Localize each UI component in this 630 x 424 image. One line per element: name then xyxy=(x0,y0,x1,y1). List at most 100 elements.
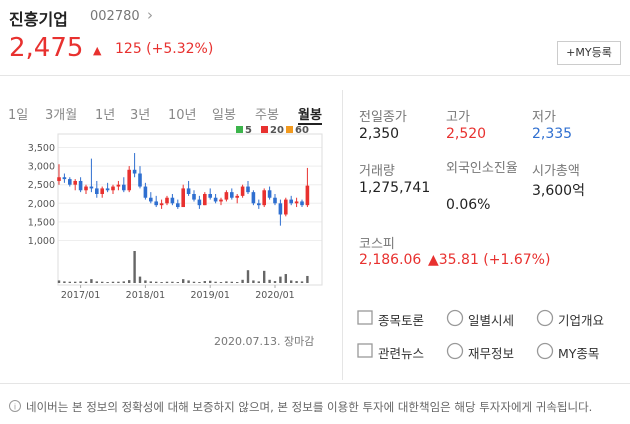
link[interactable]: 기업개요 xyxy=(558,313,605,328)
candle-body xyxy=(197,199,202,206)
candle-body xyxy=(57,177,61,181)
candle-body xyxy=(246,186,250,193)
tab[interactable]: 월봉 xyxy=(298,104,322,125)
candle-body xyxy=(186,188,191,194)
x-tick-label: 2017/01 xyxy=(61,290,100,301)
volume-bar xyxy=(84,281,88,283)
volume-bar xyxy=(192,281,196,283)
stat-value: 3,600억 xyxy=(532,183,585,199)
svg-text:i: i xyxy=(14,403,16,412)
tab[interactable]: 3년 xyxy=(130,108,151,123)
volume-bar xyxy=(214,281,217,283)
link-icon[interactable] xyxy=(536,309,554,327)
link[interactable]: MY종목 xyxy=(558,346,600,361)
volume-bar xyxy=(144,280,147,283)
y-tick-label: 3,500 xyxy=(28,143,55,154)
candle-body xyxy=(284,199,288,215)
date-note: 2020.07.13. 장마감 xyxy=(214,335,315,348)
volume-bar xyxy=(225,281,228,283)
volume-bar xyxy=(187,280,190,283)
volume-bar xyxy=(246,270,250,283)
volume-bar xyxy=(236,282,239,283)
candle-body xyxy=(203,194,207,206)
tab[interactable]: 주봉 xyxy=(255,108,279,123)
link-icon[interactable] xyxy=(446,309,464,327)
x-tick-label: 2018/01 xyxy=(126,290,165,301)
candle-body xyxy=(127,169,131,191)
candle-body xyxy=(257,203,261,206)
candle-body xyxy=(289,199,293,204)
legend-label: 20 xyxy=(270,125,284,136)
legend-label: 60 xyxy=(295,125,309,136)
candle-body xyxy=(122,184,126,191)
volume-bar xyxy=(95,281,98,283)
candle-body xyxy=(267,190,272,198)
link[interactable]: 종목토론 xyxy=(378,313,425,328)
volume-bar xyxy=(128,280,131,283)
current-price: 2,475 xyxy=(9,33,84,63)
stat-value: 2,520 xyxy=(446,126,487,142)
arrow[interactable]: › xyxy=(147,6,153,24)
candle-body xyxy=(165,197,169,204)
candle-body xyxy=(251,192,256,204)
divider xyxy=(0,383,630,384)
link[interactable]: 관련뉴스 xyxy=(378,346,425,361)
tab[interactable]: 1일 xyxy=(8,108,29,123)
tab[interactable]: 3개월 xyxy=(45,108,78,123)
volume-bar xyxy=(117,281,120,283)
stat-label: 거래량 xyxy=(359,164,395,179)
legend-swatch xyxy=(286,126,293,133)
y-tick-label: 1,000 xyxy=(28,236,55,247)
y-tick-label: 2,000 xyxy=(28,199,55,210)
volume-bar xyxy=(290,280,293,283)
candle-body xyxy=(170,197,175,204)
link-icon[interactable] xyxy=(356,309,374,327)
volume-bar xyxy=(284,274,287,283)
volume-bar xyxy=(138,276,142,283)
footer-note: 네이버는 본 정보의 정확성에 대해 보증하지 않으며, 본 정보를 이용한 투… xyxy=(26,400,593,414)
candle-body xyxy=(95,188,99,194)
volume-bar xyxy=(133,251,136,283)
tab[interactable]: 1년 xyxy=(95,108,116,123)
candle-body xyxy=(278,203,283,215)
icon-shape xyxy=(357,343,373,358)
tab[interactable]: 10년 xyxy=(168,108,197,123)
stat-label: 저가 xyxy=(532,110,556,125)
link[interactable]: 일별시세 xyxy=(468,313,515,328)
volume-bar xyxy=(101,281,104,283)
candle-body xyxy=(230,192,234,198)
stock-name[interactable]: 진흥기업 xyxy=(9,10,68,29)
candle-body xyxy=(138,173,142,187)
volume-bar xyxy=(230,281,233,283)
stat-label: 전일종가 xyxy=(359,110,407,125)
volume-bar xyxy=(252,280,255,283)
link[interactable]: 재무정보 xyxy=(468,346,515,361)
price-change: 125 (+5.32%) xyxy=(115,41,214,57)
candle-body xyxy=(181,188,185,208)
x-tick-label: 2020/01 xyxy=(255,290,294,301)
candle-body xyxy=(143,186,148,198)
x-tick-label: 2019/01 xyxy=(190,290,229,301)
stat-label: 외국인소진율 xyxy=(446,161,518,176)
link-icon[interactable] xyxy=(536,342,554,360)
tab[interactable]: 일봉 xyxy=(212,108,236,123)
candle-body xyxy=(300,201,304,206)
stat-value: 2,350 xyxy=(359,126,400,142)
icon-shape xyxy=(536,342,554,360)
link-icon[interactable] xyxy=(356,342,374,360)
candle-body xyxy=(305,185,310,206)
legend-label: 5 xyxy=(245,125,252,136)
link-icon[interactable] xyxy=(446,342,464,360)
candle-body xyxy=(176,203,180,208)
volume-bar xyxy=(111,281,115,283)
icon-shape xyxy=(357,310,373,325)
volume-bar xyxy=(268,279,271,283)
volume-bar xyxy=(209,280,212,283)
legend-swatch xyxy=(236,126,243,133)
my-button[interactable]: +MY등록 xyxy=(557,41,621,65)
volume-bar xyxy=(63,281,66,283)
volume-bar xyxy=(295,281,298,283)
candle-body xyxy=(105,188,110,191)
y-tick-label: 3,000 xyxy=(28,162,55,173)
